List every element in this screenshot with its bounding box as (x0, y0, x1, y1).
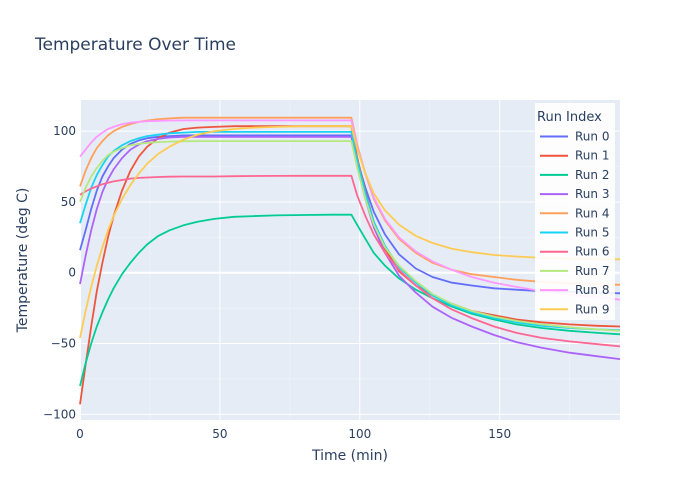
legend-item[interactable]: Run 2 (540, 168, 609, 182)
legend-item[interactable]: Run 1 (540, 149, 609, 163)
legend-item[interactable]: Run 7 (540, 264, 609, 278)
y-tick-label: −50 (51, 337, 76, 351)
x-tick-label: 0 (76, 427, 84, 441)
legend-item[interactable]: Run 0 (540, 130, 609, 144)
series-line-run-2[interactable] (79, 213, 621, 387)
x-tick-label: 150 (488, 427, 511, 441)
legend-background (535, 103, 615, 320)
series-line-run-4[interactable] (79, 116, 621, 286)
x-tick-label: 50 (212, 427, 227, 441)
legend-item[interactable]: Run 6 (540, 245, 609, 259)
legend-label: Run 3 (575, 187, 609, 201)
x-axis-title: Time (min) (311, 448, 388, 464)
series-line-run-6[interactable] (79, 174, 621, 348)
chart-title: Temperature Over Time (34, 35, 236, 55)
legend-item[interactable]: Run 3 (540, 187, 609, 201)
x-tick-label: 100 (348, 427, 371, 441)
y-tick-label: 100 (53, 124, 76, 138)
y-tick-label: 0 (68, 266, 76, 280)
legend-label: Run 1 (575, 149, 609, 163)
legend-item[interactable]: Run 5 (540, 226, 609, 240)
legend-label: Run 7 (575, 264, 609, 278)
legend-title: Run Index (537, 110, 602, 125)
plot-background (80, 100, 620, 420)
legend-item[interactable]: Run 4 (540, 206, 609, 220)
series-line-run-7[interactable] (79, 140, 621, 332)
legend-item[interactable]: Run 8 (540, 283, 609, 297)
legend-label: Run 6 (575, 245, 609, 259)
series-line-run-3[interactable] (79, 135, 621, 360)
series-line-run-0[interactable] (79, 134, 621, 295)
legend-label: Run 2 (575, 168, 609, 182)
legend-label: Run 5 (575, 226, 609, 240)
series-line-run-9[interactable] (79, 125, 620, 339)
legend-label: Run 0 (575, 130, 609, 144)
series-line-run-8[interactable] (79, 119, 621, 301)
legend-label: Run 9 (575, 302, 609, 316)
legend-label: Run 4 (575, 206, 609, 220)
legend-item[interactable]: Run 9 (540, 302, 609, 316)
y-tick-label: 50 (61, 195, 76, 209)
plot-area: 0 50 100 150 −100 −50 0 50 100 (43, 100, 621, 441)
legend[interactable]: Run Index Run 0 Run 1 Run 2 Run 3 Run 4 Run 5 R… (535, 103, 615, 320)
y-tick-label: −100 (43, 407, 76, 421)
legend-label: Run 8 (575, 283, 609, 297)
y-axis-title: Temperature (deg C) (15, 188, 31, 334)
